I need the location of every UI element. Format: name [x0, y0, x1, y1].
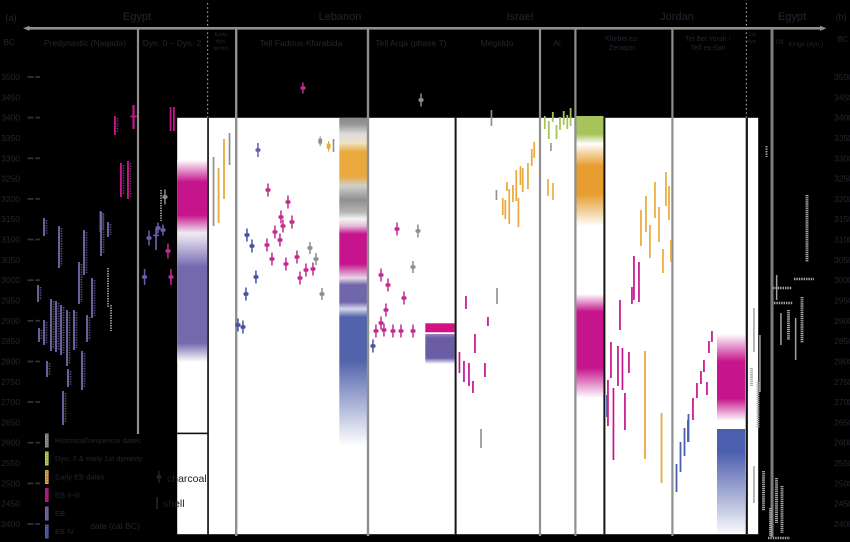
svg-text:2500: 2500 — [834, 478, 850, 488]
svg-text:2950: 2950 — [1, 296, 20, 306]
svg-text:3350: 3350 — [1, 133, 20, 143]
svg-text:Kings (dyn.): Kings (dyn.) — [789, 41, 824, 48]
svg-text:charcoal: charcoal — [167, 473, 207, 485]
svg-text:3250: 3250 — [834, 174, 850, 184]
svg-text:3400: 3400 — [1, 113, 20, 123]
svg-text:Dyn. 0 & early 1st dynasty: Dyn. 0 & early 1st dynasty — [55, 454, 142, 463]
svg-text:Tell Arqa (phase T): Tell Arqa (phase T) — [375, 38, 446, 48]
svg-text:3200: 3200 — [1, 194, 20, 204]
svg-text:2650: 2650 — [834, 417, 850, 427]
svg-text:2700: 2700 — [834, 397, 850, 407]
svg-text:2700: 2700 — [1, 397, 20, 407]
svg-text:3050: 3050 — [834, 255, 850, 265]
svg-text:3150: 3150 — [1, 214, 20, 224]
svg-text:Israel: Israel — [507, 11, 534, 23]
svg-text:Ai: Ai — [553, 38, 561, 48]
svg-text:Early: Early — [215, 32, 228, 38]
svg-text:2800: 2800 — [834, 357, 850, 367]
svg-text:Early EB dates: Early EB dates — [55, 473, 105, 482]
svg-text:Jordan: Jordan — [660, 11, 694, 23]
svg-text:Tell Fadous-Kfarabida: Tell Fadous-Kfarabida — [260, 38, 343, 48]
svg-text:dyn.: dyn. — [216, 39, 227, 45]
svg-text:Tel Bet Yerah /: Tel Bet Yerah / — [685, 36, 730, 43]
svg-text:1st: 1st — [748, 32, 756, 38]
svg-text:2450: 2450 — [1, 499, 20, 509]
svg-text:Tell es-Safi: Tell es-Safi — [691, 45, 726, 52]
svg-text:2550: 2550 — [834, 458, 850, 468]
svg-text:BC: BC — [837, 35, 848, 44]
svg-text:2500: 2500 — [1, 478, 20, 488]
svg-text:2650: 2650 — [1, 417, 20, 427]
svg-text:2400: 2400 — [834, 519, 850, 529]
svg-text:Khirbet ez-: Khirbet ez- — [605, 36, 640, 43]
svg-text:3000: 3000 — [834, 275, 850, 285]
svg-text:2750: 2750 — [834, 377, 850, 387]
svg-text:Zeraqon: Zeraqon — [609, 45, 635, 52]
svg-text:Historical/sequence dates: Historical/sequence dates — [55, 436, 141, 445]
svg-text:2850: 2850 — [834, 336, 850, 346]
svg-text:Dyn. 0 – Dyn. 2: Dyn. 0 – Dyn. 2 — [143, 38, 202, 48]
svg-text:date (cal BC): date (cal BC) — [90, 521, 140, 531]
svg-text:3250: 3250 — [1, 174, 20, 184]
svg-text:2600: 2600 — [834, 438, 850, 448]
svg-text:2450: 2450 — [834, 499, 850, 509]
svg-text:3000: 3000 — [1, 275, 20, 285]
svg-text:3500: 3500 — [1, 72, 20, 82]
svg-text:2850: 2850 — [1, 336, 20, 346]
svg-text:Lebanon: Lebanon — [319, 11, 362, 23]
svg-text:Predynastic (Naqada): Predynastic (Naqada) — [44, 38, 126, 48]
svg-text:(a): (a) — [6, 13, 17, 23]
svg-text:3300: 3300 — [1, 153, 20, 163]
svg-text:3150: 3150 — [834, 214, 850, 224]
svg-text:2550: 2550 — [1, 458, 20, 468]
svg-text:3450: 3450 — [834, 92, 850, 102]
svg-text:shell: shell — [163, 498, 185, 510]
svg-text:Megiddo: Megiddo — [481, 38, 514, 48]
svg-text:2900: 2900 — [1, 316, 20, 326]
svg-text:OK: OK — [776, 40, 785, 46]
svg-text:3300: 3300 — [834, 153, 850, 163]
svg-text:3400: 3400 — [834, 113, 850, 123]
svg-text:2750: 2750 — [1, 377, 20, 387]
svg-text:3050: 3050 — [1, 255, 20, 265]
svg-text:2400: 2400 — [1, 519, 20, 529]
svg-text:Egypt: Egypt — [778, 11, 806, 23]
svg-text:3200: 3200 — [834, 194, 850, 204]
svg-text:BC: BC — [3, 38, 14, 47]
svg-text:EB: EB — [55, 509, 65, 518]
svg-text:Egypt: Egypt — [123, 11, 151, 23]
svg-text:3100: 3100 — [1, 235, 20, 245]
svg-text:tombs: tombs — [214, 46, 229, 52]
svg-text:2950: 2950 — [834, 296, 850, 306]
svg-text:EB IV: EB IV — [55, 527, 74, 536]
svg-text:3450: 3450 — [1, 92, 20, 102]
svg-text:(b): (b) — [836, 12, 847, 22]
svg-text:2800: 2800 — [1, 357, 20, 367]
svg-text:EB II-III: EB II-III — [55, 491, 80, 500]
svg-text:3500: 3500 — [834, 72, 850, 82]
svg-text:dyn.: dyn. — [747, 39, 758, 45]
svg-text:2900: 2900 — [834, 316, 850, 326]
svg-text:3350: 3350 — [834, 133, 850, 143]
svg-text:2600: 2600 — [1, 438, 20, 448]
svg-text:3100: 3100 — [834, 235, 850, 245]
